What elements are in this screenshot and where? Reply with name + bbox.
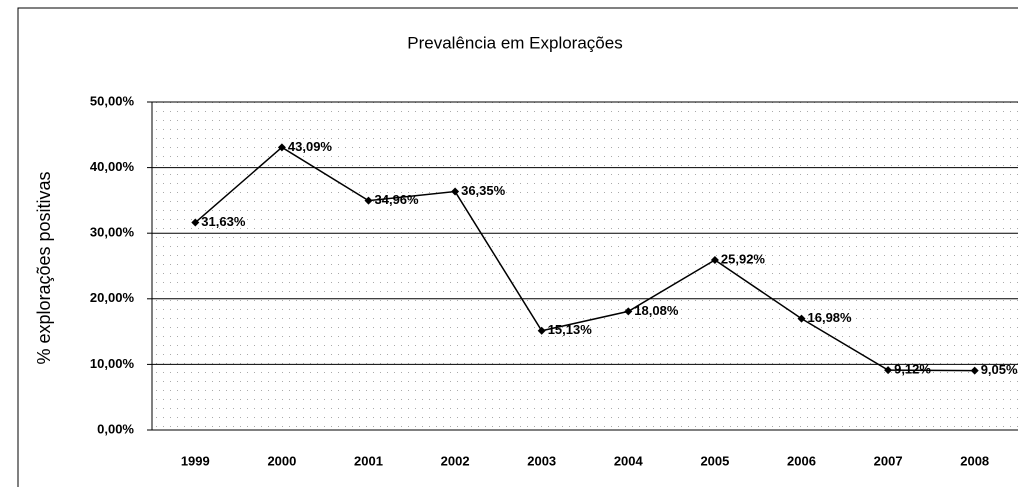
x-tick-label: 2001: [354, 453, 383, 468]
data-label: 34,96%: [375, 192, 420, 207]
marker: [970, 366, 979, 375]
x-tick-label: 2000: [267, 453, 296, 468]
x-tick-label: 2007: [874, 453, 903, 468]
marker: [797, 314, 806, 323]
data-label: 36,35%: [461, 183, 506, 198]
marker: [364, 196, 373, 205]
line: [194, 146, 975, 372]
data-label: 31,63%: [201, 214, 246, 229]
marker: [277, 143, 286, 152]
data-label: 25,92%: [721, 251, 766, 266]
data-label: 9,12%: [894, 362, 931, 377]
marker: [624, 307, 633, 316]
x-tick-label: 2005: [700, 453, 729, 468]
x-tick-label: 2008: [960, 453, 989, 468]
x-tick-label: 2006: [787, 453, 816, 468]
data-label: 9,05%: [981, 362, 1018, 377]
marker: [884, 366, 893, 375]
y-axis-label: % explorações positivas: [34, 171, 54, 364]
chart-title: Prevalência em Explorações: [407, 33, 622, 52]
y-tick-label: 40,00%: [90, 159, 135, 174]
y-tick-label: 0,00%: [97, 421, 134, 436]
marker: [451, 187, 460, 196]
marker: [191, 218, 200, 227]
data-label: 16,98%: [808, 310, 853, 325]
y-tick-label: 10,00%: [90, 356, 135, 371]
y-tick-label: 50,00%: [90, 93, 135, 108]
marker: [537, 326, 546, 335]
data-label: 43,09%: [288, 139, 333, 154]
x-tick-label: 1999: [181, 453, 210, 468]
data-label: 15,13%: [548, 322, 593, 337]
y-tick-label: 20,00%: [90, 290, 135, 305]
data-label: 18,08%: [634, 303, 679, 318]
x-tick-label: 2003: [527, 453, 556, 468]
x-tick-label: 2002: [441, 453, 470, 468]
x-tick-label: 2004: [614, 453, 644, 468]
marker: [710, 255, 719, 264]
y-tick-label: 30,00%: [90, 225, 135, 240]
